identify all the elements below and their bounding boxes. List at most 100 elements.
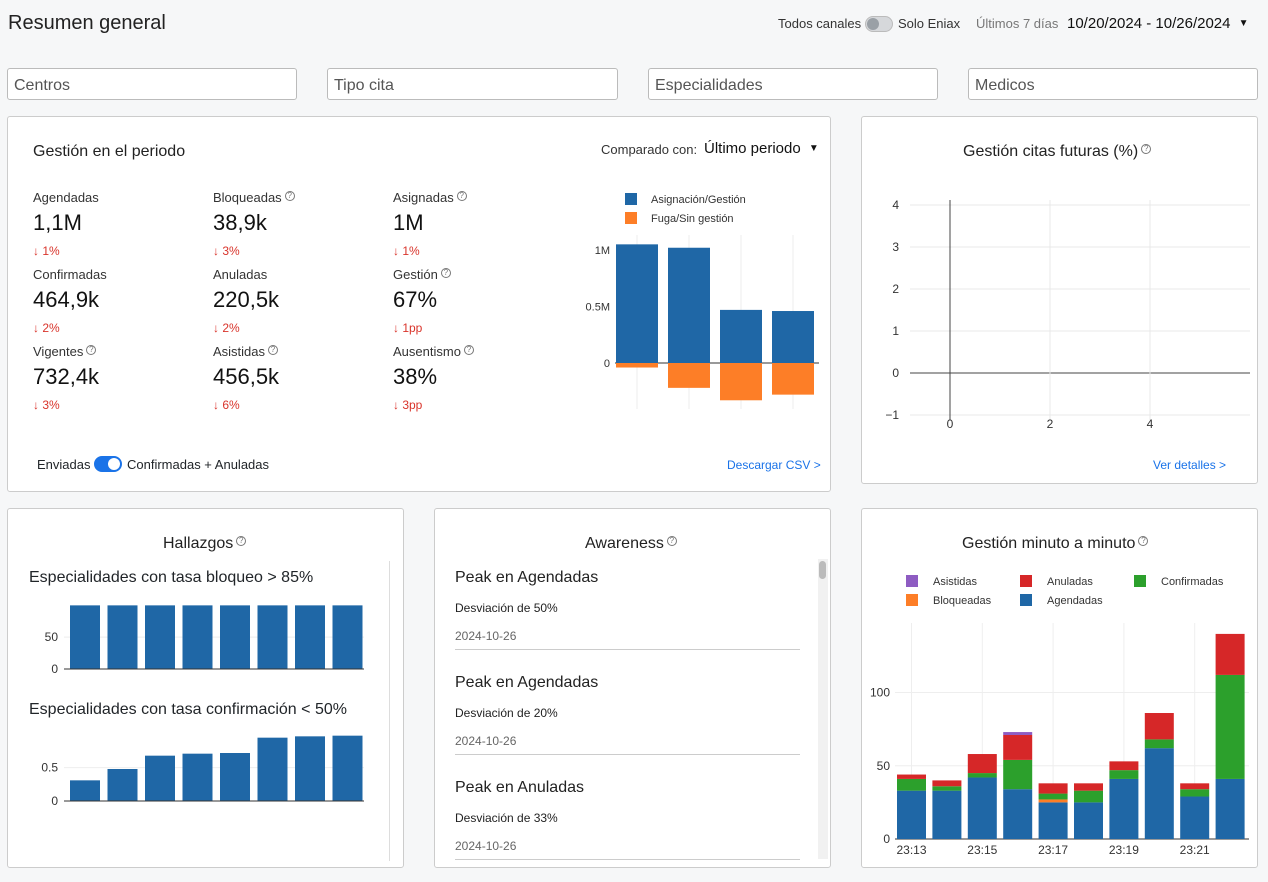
- metric-label: Bloqueadas?: [213, 190, 373, 208]
- legend-label: Asignación/Gestión: [651, 194, 746, 206]
- legend-label: Anuladas: [1047, 576, 1093, 588]
- x-tick-label: 0: [947, 417, 954, 431]
- metric-delta: ↓ 3%: [33, 398, 60, 412]
- metric-vigentes: Vigentes? 732,4k ↓ 3%: [33, 344, 193, 412]
- bar: [220, 753, 250, 801]
- y-tick-label: 0: [604, 358, 610, 370]
- metric-label: Asignadas?: [393, 190, 553, 208]
- minuto-chart: Asistidas Anuladas Confirmadas Bloqueadas Ag…: [870, 575, 1249, 857]
- help-icon[interactable]: ?: [440, 268, 451, 278]
- legend-swatch: [625, 212, 637, 224]
- y-tick-label: 0.5M: [586, 302, 610, 314]
- metric-delta: ↓ 6%: [213, 398, 240, 412]
- bar: [70, 605, 100, 669]
- bar-segment-confirmadas: [1144, 739, 1174, 749]
- help-icon[interactable]: ?: [86, 345, 97, 355]
- legend-swatch: [1134, 575, 1146, 587]
- help-icon[interactable]: ?: [463, 345, 474, 355]
- bar-segment-agendadas: [1038, 802, 1068, 839]
- minuto-title: Gestión minuto a minuto: [962, 535, 1136, 552]
- bar-positive: [720, 309, 762, 363]
- metric-value: 456,5k: [213, 364, 280, 389]
- bar-segment-asistidas: [1003, 732, 1033, 735]
- metric-label-text: Gestión: [393, 267, 438, 282]
- futuras-chart: 4 3 2 1 0 −1 0 2 4: [885, 198, 1250, 431]
- bar-segment-agendadas: [967, 777, 997, 839]
- awareness-item-title: Peak en Agendadas: [455, 569, 599, 586]
- metric-bloqueadas: Bloqueadas? 38,9k ↓ 3%: [213, 190, 373, 258]
- bar-negative: [668, 363, 710, 388]
- awareness-item[interactable]: Peak en Anuladas Desviación de 33% 2024-…: [455, 779, 800, 860]
- bar-segment-anuladas: [932, 780, 962, 787]
- futuras-title-wrap: Gestión citas futuras (%)?: [963, 143, 1152, 161]
- y-tick-label: 0: [51, 662, 58, 676]
- y-tick-label: 50: [45, 630, 59, 644]
- awareness-item[interactable]: Peak en Agendadas Desviación de 20% 2024…: [455, 674, 800, 755]
- bar-segment-anuladas: [1074, 783, 1103, 791]
- centros-filter[interactable]: Centros: [7, 68, 297, 100]
- y-tick-label: 1: [892, 324, 899, 338]
- date-range-picker[interactable]: 10/20/2024 - 10/26/2024 ▼: [1067, 15, 1249, 32]
- caret-down-icon: ▼: [808, 143, 819, 154]
- x-tick-label: 23:19: [1109, 843, 1139, 857]
- legend-swatch: [906, 594, 918, 606]
- awareness-item[interactable]: Peak en Agendadas Desviación de 50% 2024…: [455, 569, 800, 650]
- legend-swatch: [625, 193, 637, 205]
- metric-delta: ↓ 2%: [33, 321, 60, 335]
- bar: [257, 605, 288, 669]
- metric-value: 1,1M: [33, 210, 82, 235]
- legend-swatch: [1020, 575, 1032, 587]
- channel-toggle[interactable]: [865, 16, 893, 32]
- help-icon[interactable]: ?: [1138, 536, 1149, 546]
- bar-segment-confirmadas: [1003, 759, 1033, 790]
- metric-label-text: Vigentes: [33, 344, 84, 359]
- metric-label-text: Asistidas: [213, 344, 266, 359]
- bar-segment-agendadas: [932, 790, 962, 839]
- caret-down-icon: ▼: [1238, 18, 1249, 29]
- bar-segment-confirmadas: [897, 778, 926, 791]
- bar: [145, 605, 175, 669]
- help-icon[interactable]: ?: [268, 345, 279, 355]
- medicos-filter[interactable]: Medicos: [968, 68, 1258, 100]
- metric-value: 1M: [393, 210, 424, 235]
- help-icon[interactable]: ?: [236, 536, 247, 546]
- y-tick-label: 1M: [595, 245, 610, 257]
- enviadas-toggle[interactable]: [94, 456, 122, 472]
- bloqueo-subtitle: Especialidades con tasa bloqueo > 85%: [29, 569, 314, 586]
- help-icon[interactable]: ?: [666, 536, 677, 546]
- confirmadas-anuladas-label: Confirmadas + Anuladas: [127, 457, 270, 472]
- metric-label: Gestión?: [393, 267, 553, 285]
- compare-dropdown[interactable]: Último periodo ▼: [704, 140, 819, 157]
- metric-label: Agendadas: [33, 190, 193, 208]
- solo-eniax-label: Solo Eniax: [898, 16, 961, 31]
- bar-negative: [772, 363, 814, 395]
- scrollbar-track[interactable]: [818, 559, 828, 859]
- hallazgos-title-wrap: Hallazgos?: [163, 535, 247, 553]
- legend-label: Asistidas: [933, 576, 978, 588]
- metric-asignadas: Asignadas? 1M ↓ 1%: [393, 190, 553, 258]
- y-tick-label: 2: [892, 282, 899, 296]
- download-csv-link[interactable]: Descargar CSV >: [727, 458, 821, 472]
- metric-anuladas: Anuladas 220,5k ↓ 2%: [213, 267, 373, 335]
- metric-label: Vigentes?: [33, 344, 193, 362]
- ver-detalles-link[interactable]: Ver detalles >: [1153, 458, 1227, 472]
- y-tick-label: 0.5: [41, 761, 58, 775]
- x-tick-label: 23:17: [1038, 843, 1068, 857]
- futuras-card: Gestión citas futuras (%)? 4 3 2 1 0 −1 0 2 4 Ve…: [861, 116, 1258, 484]
- scrollbar-thumb[interactable]: [819, 561, 826, 579]
- bar-segment-anuladas: [1180, 783, 1210, 790]
- metric-value: 67%: [393, 287, 438, 312]
- help-icon[interactable]: ?: [456, 191, 467, 201]
- bar-segment-confirmadas: [1038, 793, 1068, 800]
- tipo-cita-filter[interactable]: Tipo cita: [327, 68, 618, 100]
- especialidades-filter[interactable]: Especialidades: [648, 68, 938, 100]
- help-icon[interactable]: ?: [284, 191, 295, 201]
- bar-segment-anuladas: [1215, 633, 1245, 675]
- help-icon[interactable]: ?: [1141, 144, 1152, 154]
- date-range-value: 10/20/2024 - 10/26/2024: [1067, 15, 1231, 32]
- awareness-item-desc: Desviación de 33%: [455, 811, 558, 825]
- bar: [257, 737, 288, 801]
- metric-value: 38%: [393, 364, 438, 389]
- metric-gestión: Gestión? 67% ↓ 1pp: [393, 267, 553, 335]
- legend-label: Confirmadas: [1161, 576, 1224, 588]
